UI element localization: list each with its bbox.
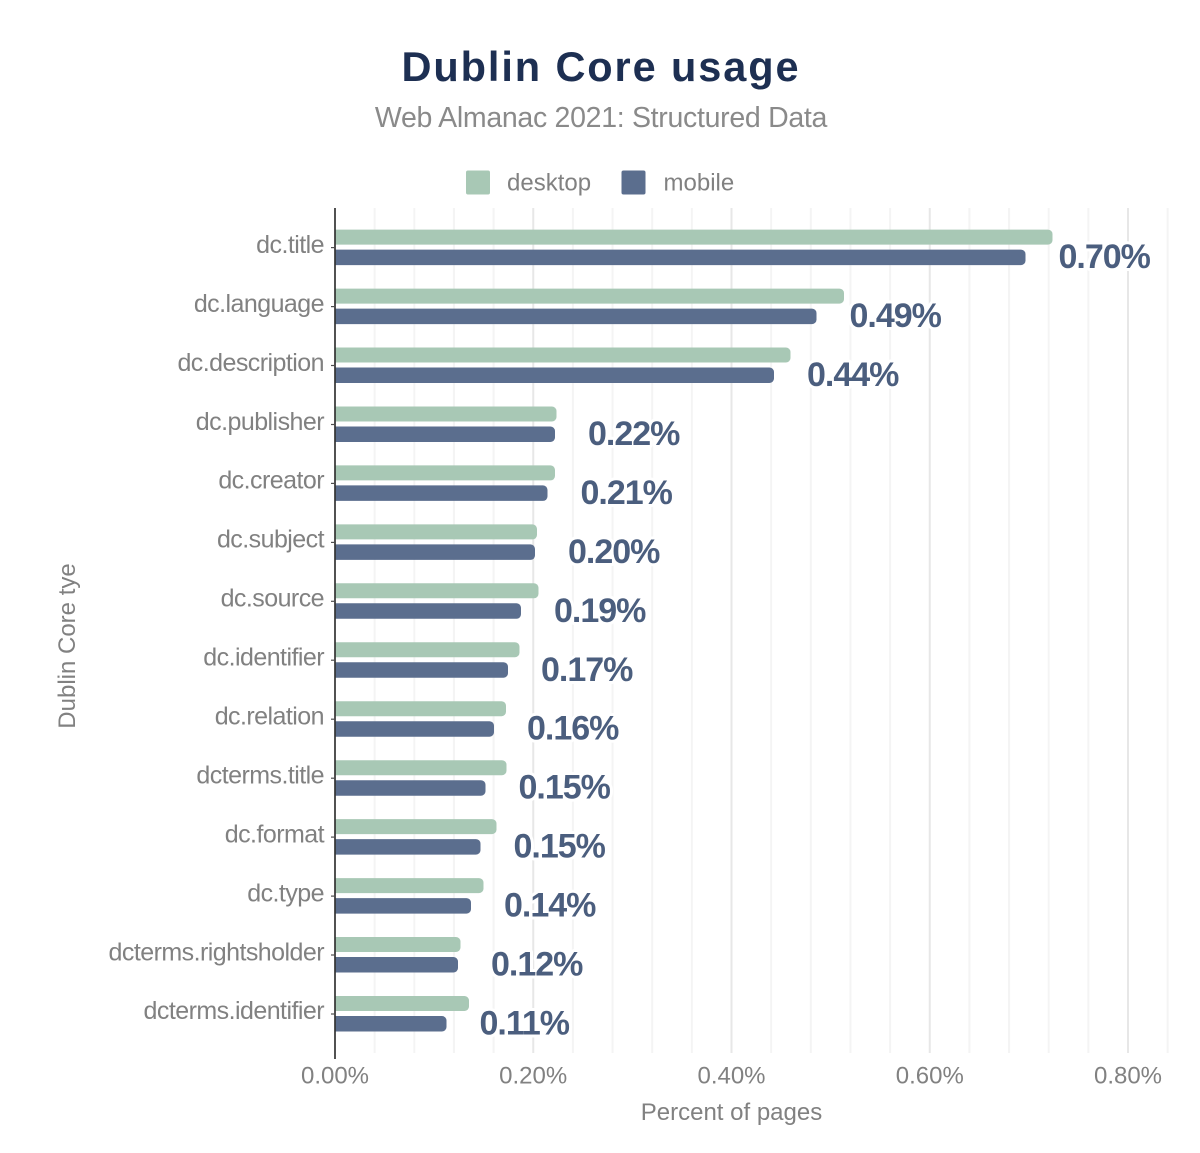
svg-text:dcterms.identifier: dcterms.identifier — [144, 997, 325, 1025]
svg-text:0.19%: 0.19% — [554, 592, 646, 630]
svg-text:0.20%: 0.20% — [499, 1063, 567, 1090]
svg-text:0.80%: 0.80% — [1094, 1063, 1162, 1090]
svg-text:0.17%: 0.17% — [541, 651, 633, 689]
svg-text:0.11%: 0.11% — [480, 1005, 570, 1043]
svg-text:0.00%: 0.00% — [301, 1063, 369, 1090]
svg-text:0.44%: 0.44% — [807, 356, 899, 394]
svg-text:Dublin Core tye: Dublin Core tye — [54, 563, 81, 728]
svg-text:0.15%: 0.15% — [519, 769, 611, 807]
svg-text:dc.language: dc.language — [194, 290, 324, 318]
svg-text:0.60%: 0.60% — [896, 1063, 964, 1090]
svg-text:dc.type: dc.type — [247, 879, 324, 907]
svg-text:0.49%: 0.49% — [850, 297, 942, 335]
svg-text:dc.source: dc.source — [221, 585, 324, 613]
svg-text:0.21%: 0.21% — [581, 474, 673, 512]
svg-text:Web Almanac 2021: Structured D: Web Almanac 2021: Structured Data — [375, 102, 828, 134]
svg-text:0.14%: 0.14% — [504, 887, 596, 925]
svg-text:Percent of pages: Percent of pages — [641, 1099, 822, 1126]
svg-text:0.20%: 0.20% — [568, 533, 660, 571]
svg-text:dc.creator: dc.creator — [218, 467, 324, 495]
svg-text:desktop: desktop — [507, 170, 591, 197]
svg-text:dcterms.rightsholder: dcterms.rightsholder — [109, 938, 325, 966]
svg-text:0.70%: 0.70% — [1059, 238, 1151, 276]
svg-text:0.22%: 0.22% — [588, 415, 680, 453]
svg-text:0.12%: 0.12% — [491, 946, 583, 984]
svg-text:dcterms.title: dcterms.title — [196, 762, 324, 790]
svg-text:dc.publisher: dc.publisher — [196, 408, 324, 436]
svg-text:mobile: mobile — [664, 170, 735, 197]
svg-text:0.40%: 0.40% — [697, 1063, 765, 1090]
svg-text:Dublin Core usage: Dublin Core usage — [402, 43, 801, 90]
svg-text:0.16%: 0.16% — [527, 710, 619, 748]
svg-text:dc.relation: dc.relation — [215, 703, 324, 731]
svg-text:0.15%: 0.15% — [514, 828, 606, 866]
svg-text:dc.description: dc.description — [177, 349, 324, 377]
svg-text:dc.format: dc.format — [225, 820, 325, 848]
svg-text:dc.title: dc.title — [256, 231, 324, 259]
svg-text:dc.identifier: dc.identifier — [203, 644, 324, 672]
svg-text:dc.subject: dc.subject — [217, 526, 325, 554]
